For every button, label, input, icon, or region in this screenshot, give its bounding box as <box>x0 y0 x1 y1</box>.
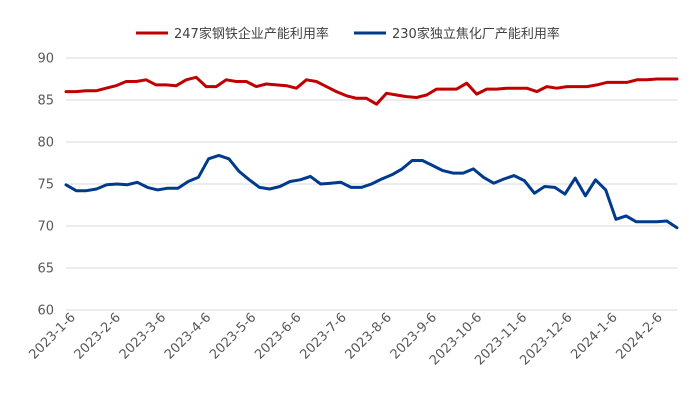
x-tick-label-1: 2023-2-6 <box>72 310 124 362</box>
y-tick-label-4: 80 <box>37 136 54 151</box>
series-line-1 <box>64 153 679 230</box>
y-tick-label-3: 75 <box>37 178 54 193</box>
x-tick-label-13: 2024-2-6 <box>613 310 665 362</box>
x-tick-label-5: 2023-6-6 <box>252 310 304 362</box>
y-tick-label-5: 85 <box>37 94 54 109</box>
series-line-0 <box>64 75 679 106</box>
x-tick-label-7: 2023-8-6 <box>343 310 395 362</box>
y-tick-label-1: 65 <box>37 262 54 277</box>
x-tick-label-12: 2024-1-6 <box>568 310 620 362</box>
x-tick-label-3: 2023-4-6 <box>162 310 214 362</box>
y-tick-label-2: 70 <box>37 220 54 235</box>
legend-label-1: 230家独立焦化厂产能利用率 <box>392 26 560 42</box>
x-tick-label-4: 2023-5-6 <box>207 310 259 362</box>
x-tick-label-2: 2023-3-6 <box>117 310 169 362</box>
y-tick-label-6: 90 <box>37 52 54 67</box>
y-tick-label-0: 60 <box>37 304 54 319</box>
legend-label-0: 247家钢铁企业产能利用率 <box>174 26 329 42</box>
x-tick-label-6: 2023-7-6 <box>297 310 349 362</box>
